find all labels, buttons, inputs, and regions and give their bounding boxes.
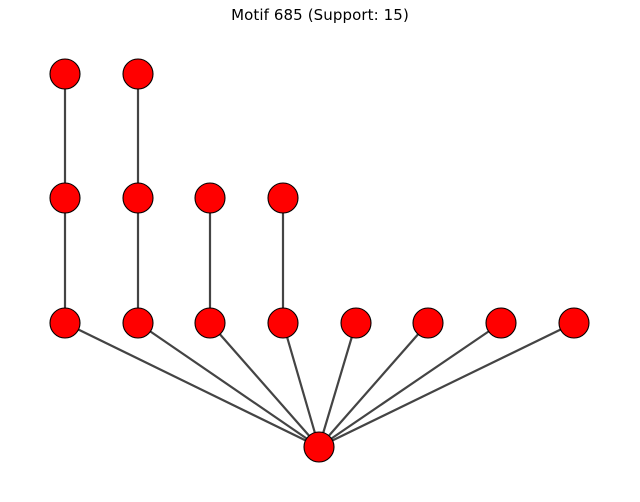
node-n4 — [122, 182, 154, 214]
node-n12 — [412, 307, 444, 339]
edge-n8-n15 — [137, 322, 320, 448]
node-n15 — [303, 431, 335, 463]
edge-n12-n15 — [318, 322, 429, 448]
edge-layer — [63, 74, 575, 448]
node-n11 — [340, 307, 372, 339]
node-layer — [49, 58, 590, 463]
node-n5 — [194, 182, 226, 214]
edge-n9-n15 — [209, 322, 320, 448]
edge-n14-n15 — [318, 322, 575, 448]
node-n13 — [485, 307, 517, 339]
node-n10 — [267, 307, 299, 339]
node-n3 — [49, 182, 81, 214]
node-n7 — [49, 307, 81, 339]
node-n6 — [267, 182, 299, 214]
edge-n11-n15 — [317, 322, 358, 448]
edge-n7-n15 — [64, 322, 320, 448]
edge-n13-n15 — [318, 322, 502, 448]
edge-n10-n15 — [281, 322, 321, 448]
node-n1 — [49, 58, 81, 90]
figure-title: Motif 685 (Support: 15) — [231, 6, 409, 24]
node-n8 — [122, 307, 154, 339]
node-n9 — [194, 307, 226, 339]
node-n14 — [558, 307, 590, 339]
node-n2 — [122, 58, 154, 90]
